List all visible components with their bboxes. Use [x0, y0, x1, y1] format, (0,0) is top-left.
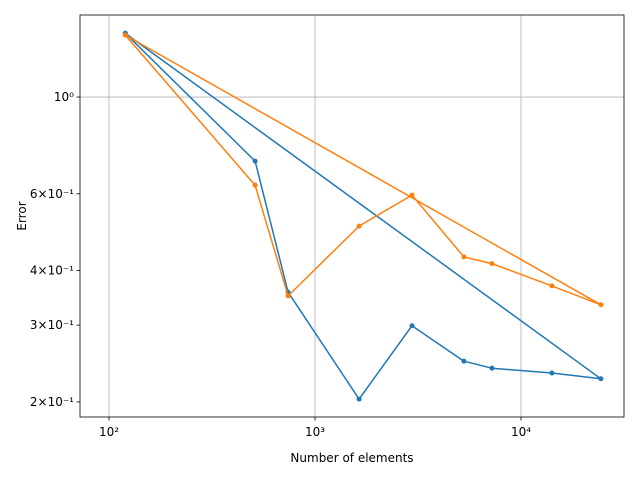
- x-axis-label: Number of elements: [290, 451, 413, 465]
- point: [461, 254, 467, 260]
- point: [489, 365, 495, 371]
- point: [598, 376, 604, 382]
- point: [252, 182, 258, 188]
- x-tick-label: 10²: [99, 425, 119, 439]
- y-tick-label: 4×10⁻¹: [30, 264, 74, 278]
- point: [461, 358, 467, 364]
- y-tick-label: 2×10⁻¹: [30, 395, 74, 409]
- point: [356, 223, 362, 229]
- point: [489, 261, 495, 267]
- x-tick-label: 10³: [305, 425, 325, 439]
- point: [356, 396, 362, 402]
- point: [549, 370, 555, 376]
- point: [549, 283, 555, 289]
- point: [598, 302, 604, 308]
- series-line: [124, 34, 602, 306]
- point: [252, 158, 258, 164]
- y-axis-label: Error: [15, 201, 29, 230]
- point: [409, 323, 415, 329]
- series-line: [124, 32, 602, 400]
- y-tick-label: 3×10⁻¹: [30, 318, 74, 332]
- point: [122, 32, 128, 38]
- point: [285, 293, 291, 299]
- y-tick-label: 10⁰: [54, 90, 74, 104]
- point: [409, 192, 415, 198]
- x-tick-label: 10⁴: [511, 425, 531, 439]
- plot-frame: [79, 14, 625, 418]
- y-tick-label: 6×10⁻¹: [30, 187, 74, 201]
